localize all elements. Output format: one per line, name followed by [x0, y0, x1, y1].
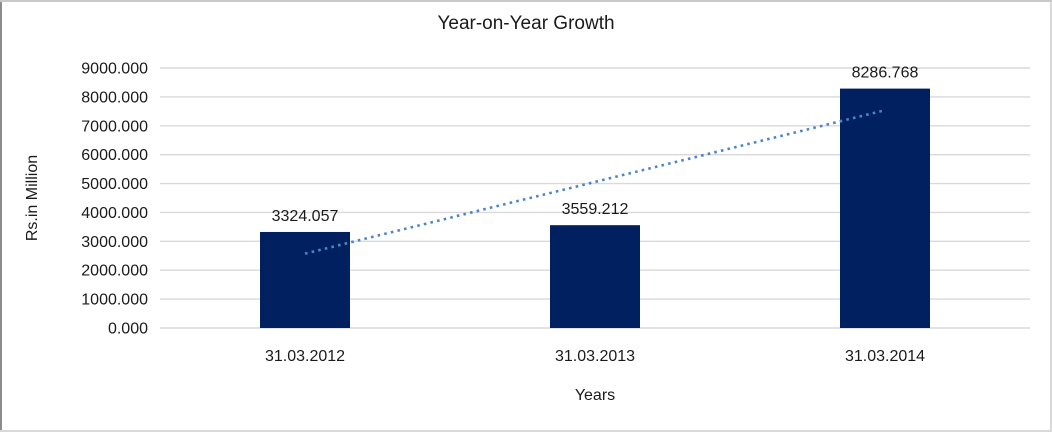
y-tick-label: 0.000 [108, 321, 148, 338]
y-tick-label: 7000.000 [81, 118, 148, 135]
y-tick-label: 2000.000 [81, 263, 148, 280]
bar[interactable] [260, 231, 350, 328]
bar[interactable] [840, 88, 930, 328]
x-tick-label: 31.03.2014 [845, 348, 925, 365]
x-axis-title: Years [574, 387, 616, 404]
y-tick-label: 1000.000 [81, 292, 148, 309]
data-label: 3559.212 [562, 201, 629, 218]
y-tick-label: 6000.000 [81, 147, 148, 164]
chart-title: Year-on-Year Growth [437, 13, 615, 34]
y-tick-label: 8000.000 [81, 89, 148, 106]
y-tick-label: 4000.000 [81, 205, 148, 222]
y-tick-label: 3000.000 [81, 234, 148, 251]
x-tick-label: 31.03.2013 [555, 348, 635, 365]
trendline [304, 108, 886, 255]
x-tick-label: 31.03.2012 [265, 348, 345, 365]
data-label: 8286.768 [852, 65, 919, 82]
y-tick-label: 9000.000 [81, 61, 148, 78]
y-tick-label: 5000.000 [81, 176, 148, 193]
data-label: 3324.057 [272, 208, 339, 225]
bar[interactable] [550, 225, 640, 328]
